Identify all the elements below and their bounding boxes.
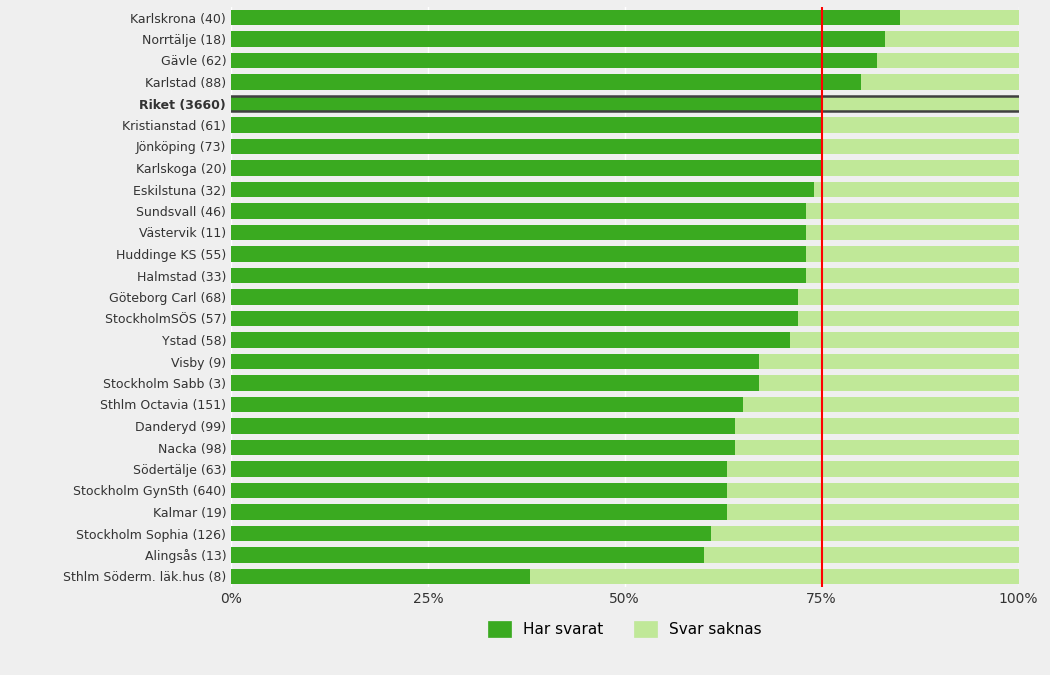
Bar — [231, 439, 1018, 455]
Bar — [231, 547, 1018, 563]
Bar — [231, 117, 1018, 133]
Bar — [231, 354, 1018, 369]
Bar — [231, 182, 1018, 197]
Bar — [231, 246, 806, 262]
Bar — [231, 569, 1018, 585]
Legend: Har svarat, Svar saknas: Har svarat, Svar saknas — [482, 615, 768, 643]
Bar — [231, 53, 877, 68]
Bar — [231, 203, 1018, 219]
Bar — [231, 290, 1018, 304]
Bar — [231, 483, 1018, 498]
Bar — [231, 483, 727, 498]
Bar — [231, 332, 790, 348]
Bar — [231, 268, 1018, 284]
Bar — [231, 418, 735, 434]
Bar — [231, 418, 1018, 434]
Bar — [231, 569, 530, 585]
Bar — [231, 160, 1018, 176]
Bar — [231, 96, 821, 111]
Bar — [231, 504, 727, 520]
Bar — [231, 375, 758, 391]
Bar — [231, 310, 1018, 326]
Bar — [231, 397, 743, 412]
Bar — [231, 397, 1018, 412]
Bar — [231, 31, 884, 47]
Bar — [231, 461, 1018, 477]
Bar — [231, 182, 814, 197]
Bar — [231, 526, 1018, 541]
Bar — [231, 354, 758, 369]
Bar — [231, 225, 1018, 240]
Bar — [231, 268, 806, 284]
Bar — [231, 9, 901, 25]
Bar — [231, 332, 1018, 348]
Bar — [231, 74, 861, 90]
Bar — [231, 246, 1018, 262]
Bar — [231, 203, 806, 219]
Bar — [231, 31, 1018, 47]
Bar — [231, 139, 821, 155]
Bar — [231, 160, 821, 176]
Bar — [231, 53, 1018, 68]
Bar — [231, 9, 1018, 25]
Bar — [231, 290, 798, 304]
Bar — [231, 504, 1018, 520]
Bar — [231, 74, 1018, 90]
Bar — [231, 375, 1018, 391]
Bar — [231, 547, 704, 563]
Bar — [231, 139, 1018, 155]
Bar — [231, 117, 821, 133]
Bar — [231, 439, 735, 455]
Bar — [231, 526, 712, 541]
Bar — [231, 96, 1018, 111]
Bar — [231, 225, 806, 240]
Bar — [231, 461, 727, 477]
Bar — [231, 310, 798, 326]
